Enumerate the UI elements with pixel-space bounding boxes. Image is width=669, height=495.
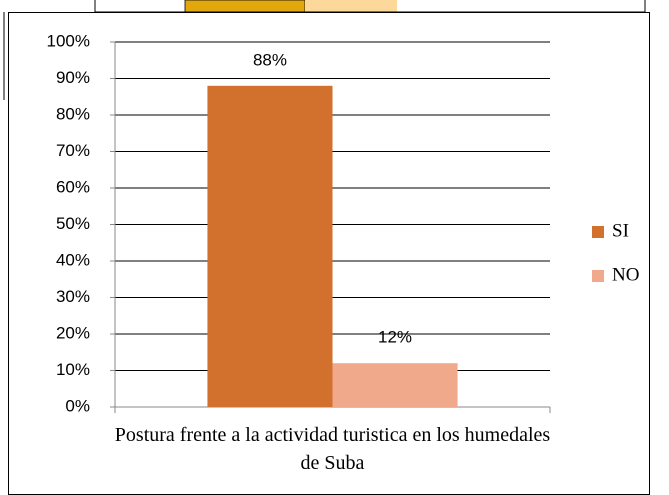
y-tick-label: 50% — [56, 214, 90, 233]
y-tick-label: 80% — [56, 104, 90, 123]
y-tick-label: 100% — [47, 31, 90, 50]
bar — [332, 363, 458, 407]
y-tick-label: 30% — [56, 287, 90, 306]
data-label: 12% — [378, 328, 412, 347]
bar — [207, 85, 333, 408]
legend-label: NO — [612, 264, 639, 285]
legend-swatch — [592, 270, 604, 282]
y-tick-label: 60% — [56, 177, 90, 196]
y-tick-label: 70% — [56, 141, 90, 160]
y-tick-label: 90% — [56, 68, 90, 87]
data-label: 88% — [253, 50, 287, 69]
x-label-box: Postura frente a la actividad turistica … — [114, 424, 551, 474]
y-tick-label: 20% — [56, 323, 90, 342]
y-tick-label: 40% — [56, 250, 90, 269]
legend-swatch — [592, 226, 604, 238]
legend-label: SI — [612, 220, 629, 241]
y-tick-label: 0% — [65, 396, 90, 415]
x-tick-label: Postura frente a la actividad turistica … — [114, 424, 551, 474]
y-tick-label: 10% — [56, 360, 90, 379]
